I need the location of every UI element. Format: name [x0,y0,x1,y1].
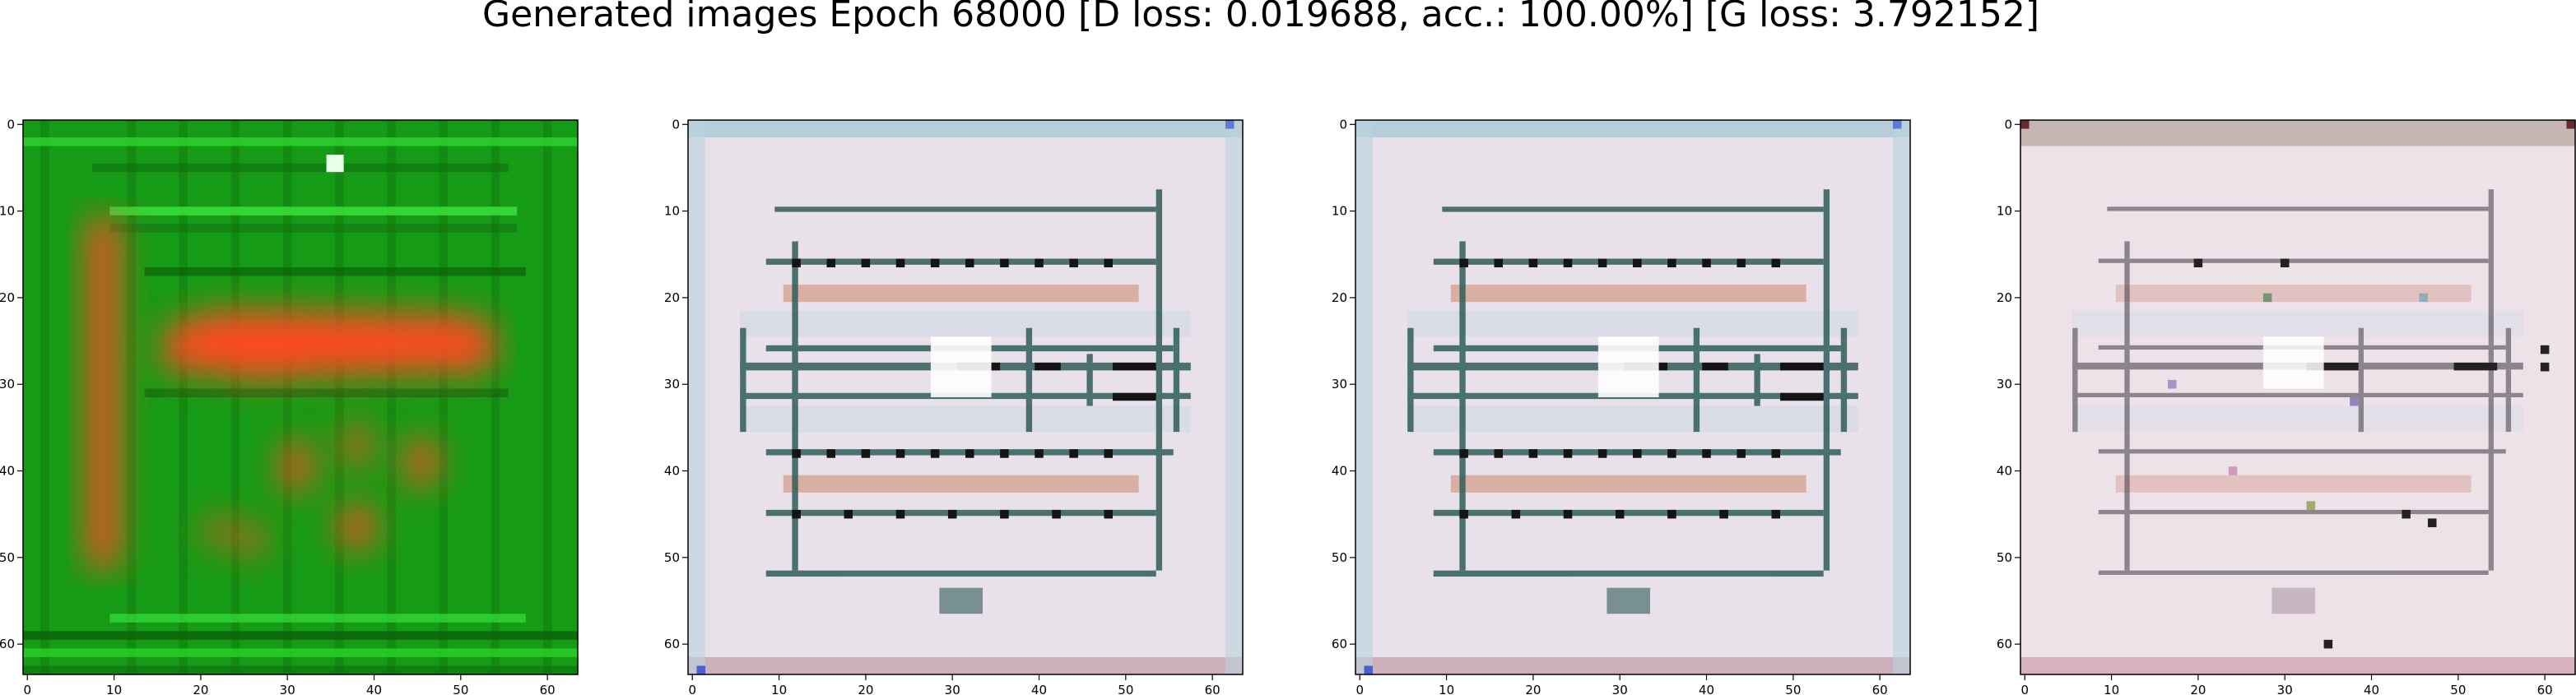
y-tick-label: 10 [1997,204,2012,219]
x-tick-label: 20 [193,683,208,695]
y-tick-label: 30 [0,377,15,392]
x-tick-label: 50 [453,683,468,695]
y-tick-label: 10 [1332,204,1347,219]
image-1-red-shapes [87,215,495,571]
y-tick-label: 10 [664,204,680,219]
image-3-room-bands [1407,285,1858,493]
x-tick-label: 50 [1118,683,1133,695]
x-tick-label: 20 [858,683,873,695]
x-tick-label: 60 [540,683,556,695]
x-tick-label: 10 [106,683,122,695]
generated-image-3 [1355,120,1910,674]
y-tick-label: 40 [1332,464,1347,479]
x-tick-label: 20 [2190,683,2206,695]
image-2-bright-patch [930,336,992,397]
image-3-bright-patch [1597,336,1659,397]
image-panel-2: 0 10 20 30 40 50 60 0 10 20 30 40 50 60 [664,117,1244,695]
image-1-horizontal-stripes [23,137,578,674]
x-tick-label: 60 [1872,683,1888,695]
image-3-lower-patch [1607,587,1651,614]
image-4-bright-patch [2262,336,2324,389]
y-tick-label: 50 [664,550,680,565]
y-tick-label: 50 [0,550,15,565]
x-tick-label: 30 [2277,683,2293,695]
image-4-lower-patch [2271,587,2316,614]
axes-frame [1355,119,1911,675]
x-tick-label: 0 [688,683,696,695]
image-panel-3: 0 10 20 30 40 50 60 0 10 20 30 40 50 60 [1332,117,1911,695]
axes-frame [687,119,1244,675]
x-tick-label: 0 [1355,683,1364,695]
x-tick-label: 40 [1031,683,1047,695]
y-tick-label: 30 [1332,377,1347,392]
x-tick-label: 0 [2020,683,2029,695]
generated-image-1 [23,120,578,674]
y-tick-label: 60 [1332,637,1347,651]
x-tick-label: 40 [366,683,382,695]
y-tick-label: 10 [0,204,15,219]
x-tick-label: 50 [2450,683,2466,695]
image-panel-1: 0 10 20 30 40 50 60 0 10 20 30 40 50 60 [0,117,579,695]
y-tick-label: 20 [1332,290,1347,305]
y-tick-label: 40 [1997,464,2012,479]
x-tick-label: 0 [23,683,31,695]
image-2-lower-patch [939,587,983,614]
x-tick-label: 30 [280,683,295,695]
x-tick-label: 10 [1439,683,1454,695]
axes-frame [2020,119,2576,675]
axes-frame [22,119,579,675]
x-tick-label: 10 [771,683,787,695]
x-tick-label: 40 [1699,683,1714,695]
y-tick-label: 60 [664,637,680,651]
y-tick-label: 0 [1339,117,1347,132]
y-tick-label: 20 [664,290,680,305]
y-tick-label: 30 [664,377,680,392]
y-tick-label: 60 [0,637,15,651]
x-tick-label: 30 [1612,683,1628,695]
y-tick-label: 20 [1997,290,2012,305]
image-2-dark-dots [792,258,1156,519]
y-tick-label: 0 [672,117,680,132]
image-4-dark-dots [2193,258,2550,649]
x-tick-label: 60 [2537,683,2553,695]
generated-image-4 [2020,120,2575,674]
generated-image-2 [688,120,1243,674]
image-4-room-bands [2072,285,2523,493]
y-tick-label: 20 [0,290,15,305]
y-tick-label: 50 [1332,550,1347,565]
y-tick-label: 40 [664,464,680,479]
y-tick-label: 60 [1997,637,2012,651]
x-tick-label: 50 [1785,683,1801,695]
y-tick-label: 50 [1997,550,2012,565]
image-4-color-speckles [2168,293,2428,510]
x-tick-label: 30 [945,683,960,695]
figure-title: Generated images Epoch 68000 [D loss: 0.… [482,0,2039,35]
x-tick-label: 20 [1525,683,1541,695]
y-tick-label: 30 [1997,377,2012,392]
image-2-room-bands [740,285,1191,493]
image-3-dark-dots [1459,258,1824,519]
image-panel-4: 0 10 20 30 40 50 60 0 10 20 30 40 50 60 [1997,117,2576,695]
y-tick-label: 0 [7,117,15,132]
y-tick-label: 0 [2004,117,2012,132]
x-tick-label: 10 [2104,683,2119,695]
y-tick-label: 40 [0,464,15,479]
x-tick-label: 60 [1205,683,1221,695]
x-tick-label: 40 [2364,683,2379,695]
image-1-bright-dot [326,155,344,173]
